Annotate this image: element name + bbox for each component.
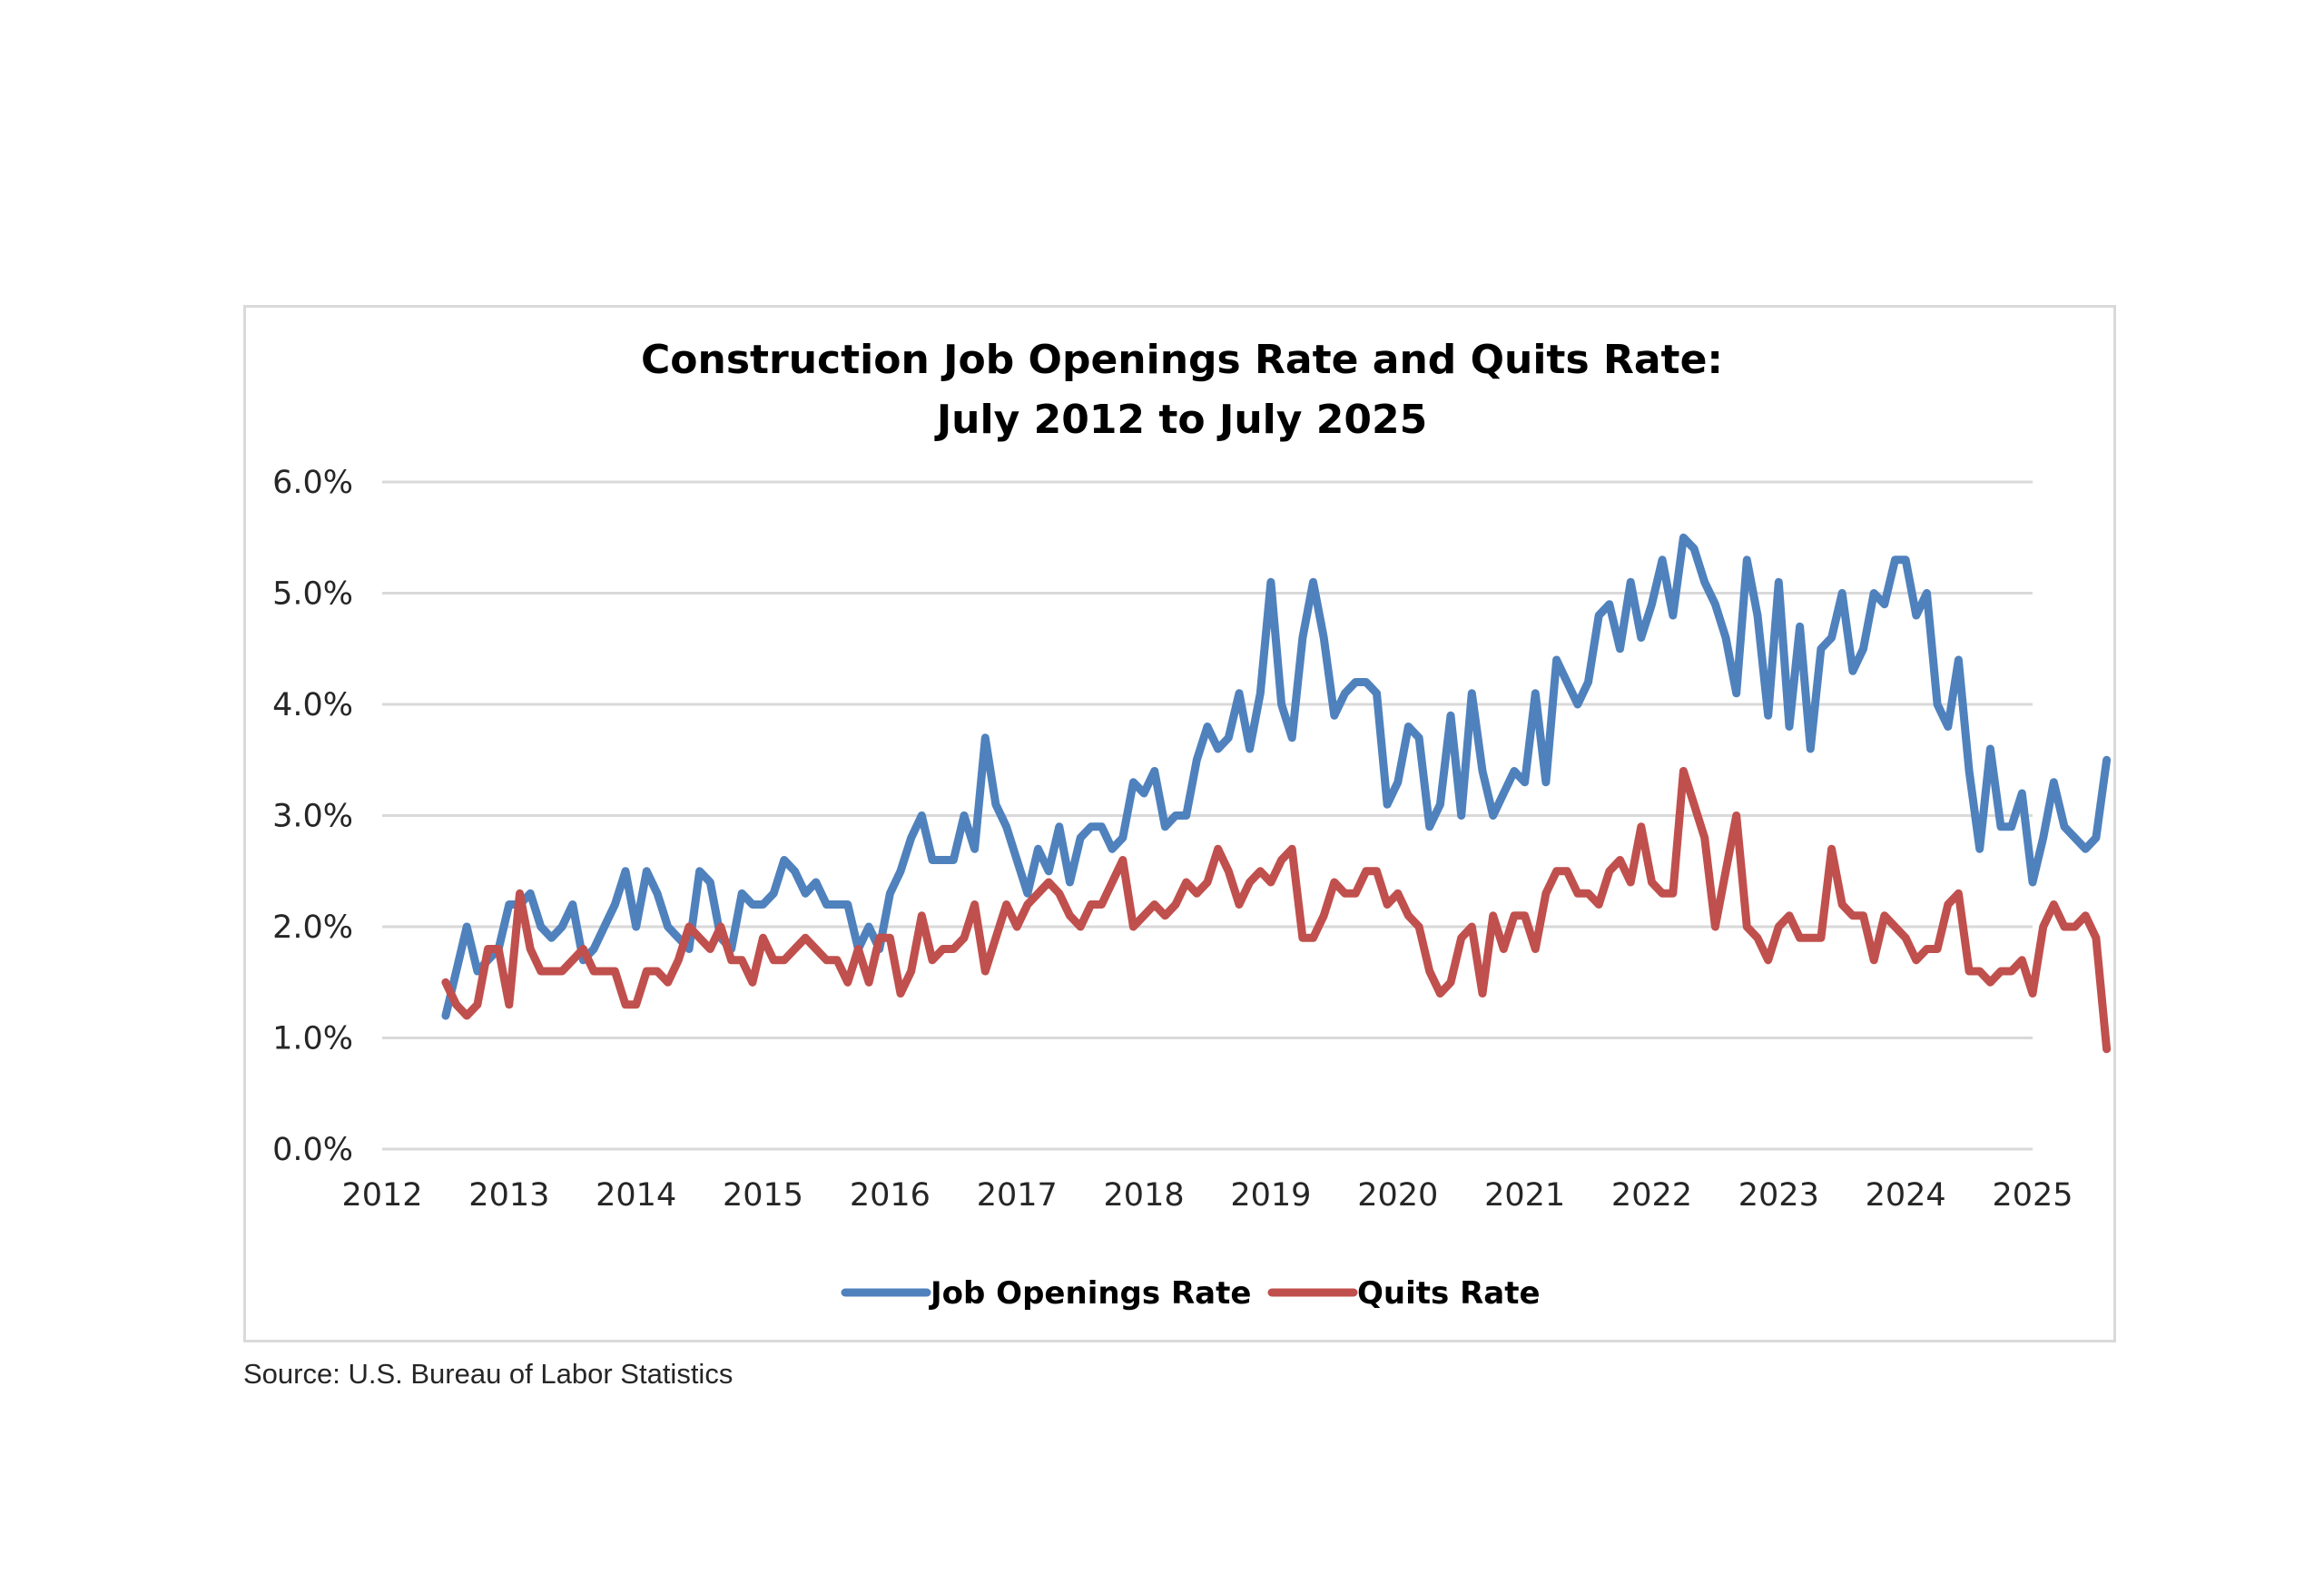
source-note: Source: U.S. Bureau of Labor Statistics [243, 1358, 734, 1390]
x-tick-label: 2017 [977, 1177, 1058, 1214]
y-tick-label: 3.0% [272, 799, 353, 835]
legend-label: Quits Rate [1357, 1275, 1541, 1312]
chart-area: Construction Job Openings Rate and Quits… [243, 305, 2116, 1342]
y-tick-label: 2.0% [272, 909, 353, 946]
y-tick-label: 1.0% [272, 1021, 353, 1057]
x-tick-label: 2022 [1611, 1177, 1692, 1214]
y-tick-label: 0.0% [272, 1132, 353, 1168]
y-tick-label: 4.0% [272, 687, 353, 723]
x-tick-label: 2021 [1484, 1177, 1565, 1214]
y-axis-tick-labels: 0.0% 1.0% 2.0% 3.0% 4.0% 5.0% 6.0% [272, 465, 353, 1168]
gridlines [382, 480, 2033, 1151]
x-tick-label: 2013 [468, 1177, 549, 1214]
x-tick-label: 2012 [341, 1177, 422, 1214]
series-line-quits-rate [441, 767, 2112, 1054]
x-tick-label: 2016 [850, 1177, 931, 1214]
x-axis-tick-labels: 2012 2013 2014 2015 2016 2017 2018 2019 2020 2021… [341, 1177, 2073, 1214]
chart-title-line-2: July 2012 to July 2025 [934, 397, 1427, 443]
x-tick-label: 2015 [723, 1177, 803, 1214]
x-tick-label: 2024 [1866, 1177, 1946, 1214]
x-tick-label: 2019 [1230, 1177, 1311, 1214]
legend: Job Openings Rate Quits Rate [841, 1275, 1541, 1312]
y-tick-label: 6.0% [272, 465, 353, 501]
line-chart: Construction Job Openings Rate and Quits… [272, 337, 2112, 1312]
x-tick-label: 2018 [1104, 1177, 1185, 1214]
x-tick-label: 2014 [596, 1177, 676, 1214]
x-tick-label: 2023 [1738, 1177, 1819, 1214]
legend-label: Job Openings Rate [929, 1275, 1251, 1312]
y-tick-label: 5.0% [272, 576, 353, 613]
series-lines [441, 533, 2112, 1054]
chart-title-line-1: Construction Job Openings Rate and Quits… [641, 337, 1723, 383]
series-line-job-openings-rate [441, 533, 2112, 1020]
x-tick-label: 2025 [1992, 1177, 2073, 1214]
x-tick-label: 2020 [1357, 1177, 1438, 1214]
